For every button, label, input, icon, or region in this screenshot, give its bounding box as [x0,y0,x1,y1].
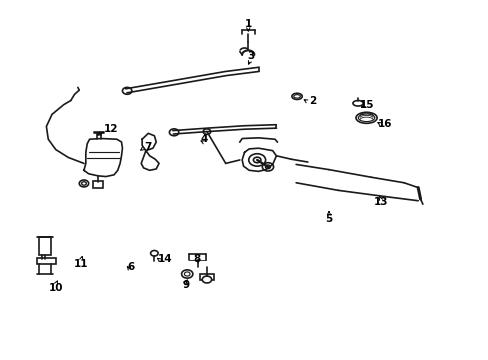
Text: 15: 15 [360,100,374,110]
Text: 11: 11 [74,258,88,269]
Bar [93,181,102,188]
Ellipse shape [291,93,302,99]
Text: 10: 10 [48,283,63,293]
Circle shape [169,129,179,136]
Circle shape [181,270,192,278]
Text: 9: 9 [182,280,189,291]
Circle shape [150,251,158,256]
Text: 16: 16 [377,119,392,129]
Text: 1: 1 [244,19,251,29]
Circle shape [248,154,265,166]
Circle shape [262,163,273,171]
Bar [39,237,51,255]
Text: 3: 3 [246,51,254,61]
Circle shape [203,129,210,134]
Text: 4: 4 [201,134,208,144]
Bar [37,258,56,264]
Circle shape [202,276,211,283]
Text: 7: 7 [144,142,152,152]
Text: 8: 8 [193,254,200,264]
Text: 14: 14 [157,254,172,264]
Ellipse shape [355,112,376,123]
Text: 12: 12 [103,124,118,134]
Text: 2: 2 [308,95,316,105]
Text: 13: 13 [373,198,387,207]
Circle shape [79,180,88,187]
Text: 5: 5 [325,214,332,224]
Text: 6: 6 [127,262,134,272]
Bar [200,274,213,279]
Circle shape [122,87,132,94]
Ellipse shape [352,100,363,106]
